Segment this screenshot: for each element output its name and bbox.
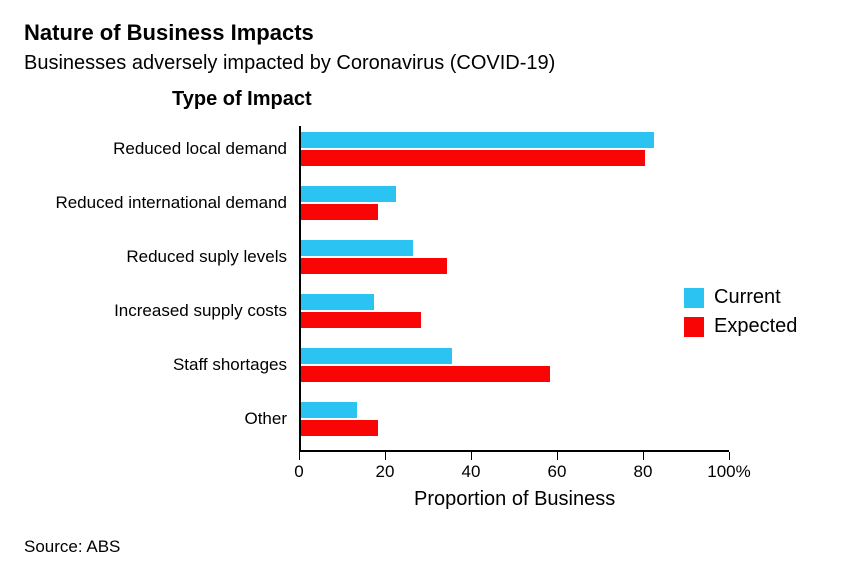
x-axis-title: Proportion of Business — [414, 488, 615, 511]
x-tick-label: 40 — [462, 462, 481, 482]
x-tick-label: 60 — [548, 462, 567, 482]
bar — [301, 258, 447, 274]
chart-area: Type of Impact Reduced local demandReduc… — [24, 86, 838, 506]
bar — [301, 366, 550, 382]
x-tick — [385, 452, 386, 460]
legend-item: Expected — [684, 315, 797, 338]
bar — [301, 240, 413, 256]
x-tick-label: 80 — [634, 462, 653, 482]
bar — [301, 294, 374, 310]
x-tick-label: 100% — [707, 462, 750, 482]
bar — [301, 348, 452, 364]
chart-subtitle: Businesses adversely impacted by Coronav… — [24, 52, 838, 75]
legend-swatch — [684, 288, 704, 308]
legend-label: Current — [714, 286, 781, 309]
bar — [301, 312, 421, 328]
bar — [301, 204, 378, 220]
bar — [301, 132, 654, 148]
bar — [301, 402, 357, 418]
bar — [301, 420, 378, 436]
x-tick — [729, 452, 730, 460]
legend-label: Expected — [714, 315, 797, 338]
category-label: Reduced local demand — [27, 139, 287, 159]
plot-area: Reduced local demandReduced internationa… — [299, 126, 729, 450]
category-label: Reduced international demand — [27, 193, 287, 213]
category-label: Reduced suply levels — [27, 247, 287, 267]
x-axis-line — [299, 450, 729, 452]
category-label: Staff shortages — [27, 355, 287, 375]
x-tick-label: 20 — [376, 462, 395, 482]
category-label: Other — [27, 409, 287, 429]
source-text: Source: ABS — [24, 537, 120, 557]
chart-container: Nature of Business Impacts Businesses ad… — [0, 0, 862, 575]
bar — [301, 186, 396, 202]
legend-swatch — [684, 317, 704, 337]
x-tick — [557, 452, 558, 460]
legend: Current Expected — [684, 286, 797, 344]
x-tick-label: 0 — [294, 462, 303, 482]
y-axis-title: Type of Impact — [172, 88, 312, 111]
legend-item: Current — [684, 286, 797, 309]
category-label: Increased supply costs — [27, 301, 287, 321]
chart-title: Nature of Business Impacts — [24, 20, 838, 46]
x-tick — [471, 452, 472, 460]
x-tick — [299, 452, 300, 460]
x-tick — [643, 452, 644, 460]
bar — [301, 150, 645, 166]
